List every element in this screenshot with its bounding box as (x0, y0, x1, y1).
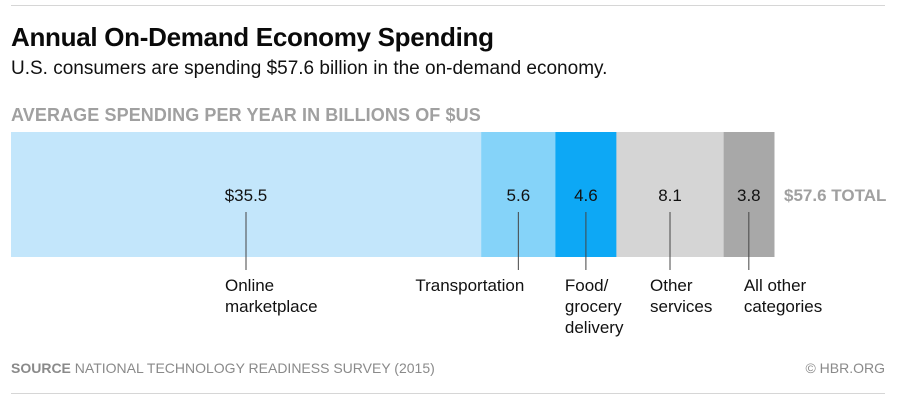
axis-title: AVERAGE SPENDING PER YEAR IN BILLIONS OF… (11, 105, 481, 125)
value-label: 3.8 (737, 186, 761, 205)
chart-title: Annual On-Demand Economy Spending (11, 22, 494, 52)
category-label: Food/grocery delivery (565, 276, 624, 337)
source-note: SOURCE NATIONAL TECHNOLOGY READINESS SUR… (11, 360, 435, 376)
category-label: Other services (650, 276, 712, 316)
bottom-rule (11, 393, 885, 394)
total-label: $57.6 TOTAL (784, 186, 886, 205)
category-label-line: Online (225, 276, 274, 295)
category-labels: Online marketplace Transportation Food/groc… (225, 276, 822, 337)
top-rule (11, 5, 885, 6)
category-label-line: grocery (565, 297, 622, 316)
value-label: 5.6 (507, 186, 531, 205)
category-label-line: Other (650, 276, 693, 295)
category-label-line: Transportation (415, 276, 524, 295)
source-label: SOURCE (11, 360, 71, 376)
value-labels: $35.5 5.6 4.6 8.1 3.8 (225, 186, 761, 205)
category-label: Transportation (415, 276, 524, 295)
value-label: 4.6 (574, 186, 598, 205)
category-label-line: All other (744, 276, 807, 295)
value-label: $35.5 (225, 186, 268, 205)
category-label-line: services (650, 297, 712, 316)
leader-lines (245, 212, 750, 270)
category-label: All other categories (744, 276, 822, 316)
source-text: NATIONAL TECHNOLOGY READINESS SURVEY (20… (74, 360, 435, 376)
credit: © HBR.ORG (805, 360, 885, 376)
category-label-line: categories (744, 297, 822, 316)
category-label: Online marketplace (225, 276, 318, 316)
chart-subtitle: U.S. consumers are spending $57.6 billio… (11, 58, 608, 79)
category-label-line: Food/ (565, 276, 609, 295)
value-label: 8.1 (658, 186, 682, 205)
category-label-line: delivery (565, 318, 624, 337)
stacked-bar-chart: $35.5 5.6 4.6 8.1 3.8 Online marketplace Trans… (11, 132, 886, 337)
category-label-line: marketplace (225, 297, 318, 316)
